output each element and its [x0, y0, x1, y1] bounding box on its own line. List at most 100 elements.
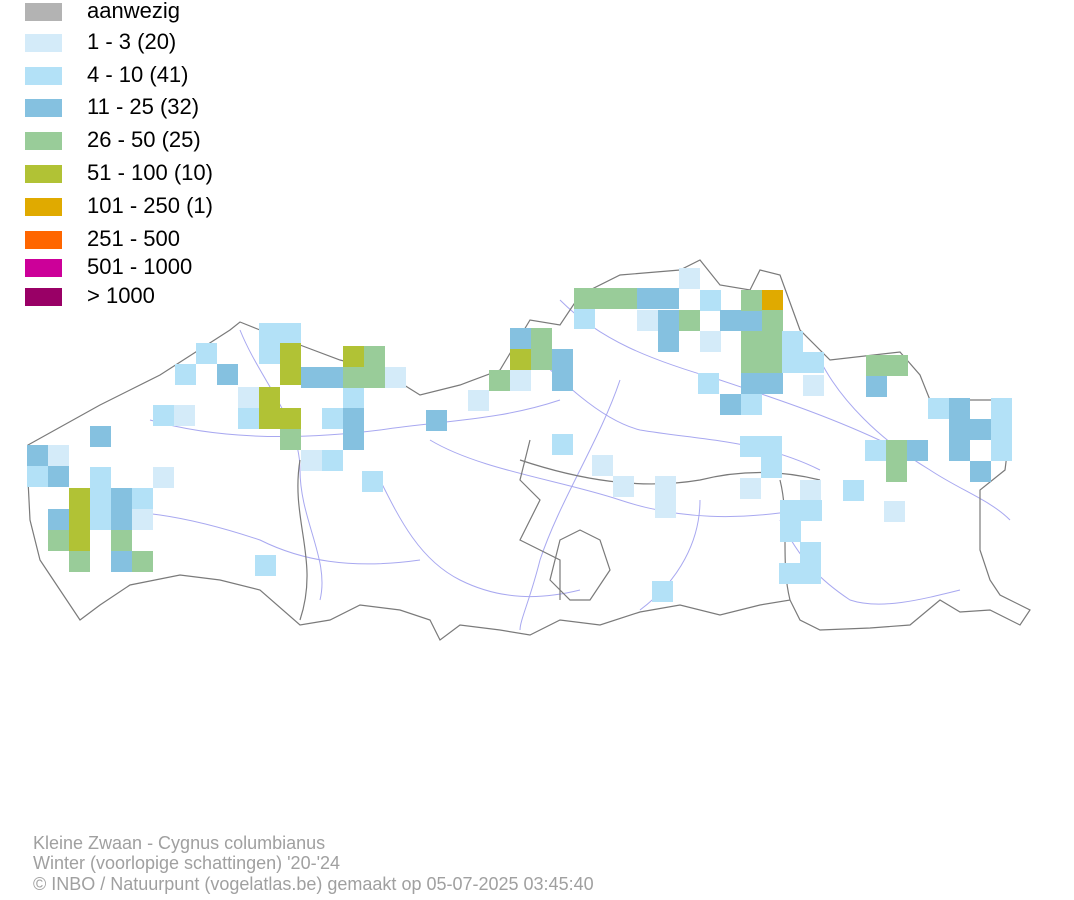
grid-cell	[740, 436, 761, 457]
grid-cell	[132, 509, 153, 530]
grid-cell	[655, 476, 676, 497]
grid-cell	[322, 408, 343, 429]
grid-cell	[90, 488, 111, 509]
grid-cell	[69, 488, 90, 509]
grid-cell	[574, 308, 595, 329]
grid-cell	[865, 440, 886, 461]
grid-cell	[69, 509, 90, 530]
grid-cell	[27, 445, 48, 466]
grid-cell	[991, 419, 1012, 440]
grid-cell	[762, 331, 783, 352]
grid-cell	[343, 388, 364, 409]
grid-cell	[259, 323, 280, 344]
legend-swatch	[25, 231, 62, 249]
grid-cell	[637, 288, 658, 309]
grid-cell	[90, 426, 111, 447]
legend-label: 1 - 3 (20)	[87, 29, 176, 54]
grid-cell	[780, 500, 801, 521]
grid-cell	[343, 429, 364, 450]
grid-cell	[238, 387, 259, 408]
grid-cell	[574, 288, 595, 309]
grid-cell	[720, 310, 741, 331]
legend-swatch	[25, 67, 62, 85]
footer-credit: © INBO / Natuurpunt (vogelatlas.be) gema…	[33, 874, 594, 894]
grid-cell	[741, 394, 762, 415]
grid-cell	[637, 310, 658, 331]
grid-cell	[343, 408, 364, 429]
grid-cell	[280, 343, 301, 364]
grid-cell	[741, 290, 762, 311]
legend-label: > 1000	[87, 283, 155, 308]
legend-label: 51 - 100 (10)	[87, 160, 213, 185]
legend-swatch	[25, 132, 62, 150]
grid-cell	[280, 323, 301, 344]
grid-cell	[48, 509, 69, 530]
legend-label: 501 - 1000	[87, 254, 192, 279]
grid-cell	[616, 288, 637, 309]
grid-cell	[90, 509, 111, 530]
grid-cell	[301, 367, 322, 388]
grid-cell	[111, 530, 132, 551]
grid-cell	[259, 343, 280, 364]
grid-cell	[970, 461, 991, 482]
grid-cell	[196, 343, 217, 364]
legend-swatch	[25, 288, 62, 306]
legend-swatch	[25, 259, 62, 277]
grid-cell	[782, 331, 803, 352]
grid-cell	[886, 461, 907, 482]
grid-cell	[761, 457, 782, 478]
grid-cell	[552, 349, 573, 370]
legend-swatch	[25, 34, 62, 52]
grid-cell	[800, 563, 821, 584]
grid-cell	[48, 530, 69, 551]
legend-label: aanwezig	[87, 0, 180, 23]
grid-cell	[652, 581, 673, 602]
grid-cell	[174, 405, 195, 426]
grid-cell	[489, 370, 510, 391]
legend-swatch	[25, 198, 62, 216]
grid-cell	[69, 551, 90, 572]
grid-cell	[132, 488, 153, 509]
grid-cell	[613, 476, 634, 497]
grid-cell	[343, 367, 364, 388]
grid-cell	[468, 390, 489, 411]
grid-cell	[803, 375, 824, 396]
grid-cell	[700, 290, 721, 311]
grid-cell	[362, 471, 383, 492]
grid-cell	[27, 466, 48, 487]
footer-period: Winter (voorlopige schattingen) '20-'24	[33, 853, 340, 873]
grid-cell	[364, 367, 385, 388]
grid-cell	[259, 408, 280, 429]
grid-cell	[762, 290, 783, 311]
legend-swatch	[25, 99, 62, 117]
grid-cell	[762, 310, 783, 331]
legend-label: 26 - 50 (25)	[87, 127, 201, 152]
legend-label: 11 - 25 (32)	[87, 94, 199, 119]
legend-label: 251 - 500	[87, 226, 180, 251]
grid-cell	[801, 500, 822, 521]
grid-cell	[322, 367, 343, 388]
grid-cell	[780, 521, 801, 542]
grid-cell	[658, 331, 679, 352]
grid-cell	[884, 501, 905, 522]
grid-cell	[991, 440, 1012, 461]
grid-cell	[698, 373, 719, 394]
grid-cell	[510, 349, 531, 370]
grid-cell	[280, 429, 301, 450]
grid-cell	[700, 331, 721, 352]
grid-cell	[69, 530, 90, 551]
grid-cell	[238, 408, 259, 429]
grid-cell	[90, 467, 111, 488]
grid-cell	[886, 440, 907, 461]
grid-cell	[385, 367, 406, 388]
grid-cell	[949, 440, 970, 461]
grid-cell	[280, 364, 301, 385]
legend-label: 4 - 10 (41)	[87, 62, 189, 87]
grid-cell	[531, 349, 552, 370]
grid-cell	[217, 364, 238, 385]
grid-cell	[658, 288, 679, 309]
grid-cell	[949, 419, 970, 440]
grid-cell	[843, 480, 864, 501]
grid-cell	[679, 268, 700, 289]
